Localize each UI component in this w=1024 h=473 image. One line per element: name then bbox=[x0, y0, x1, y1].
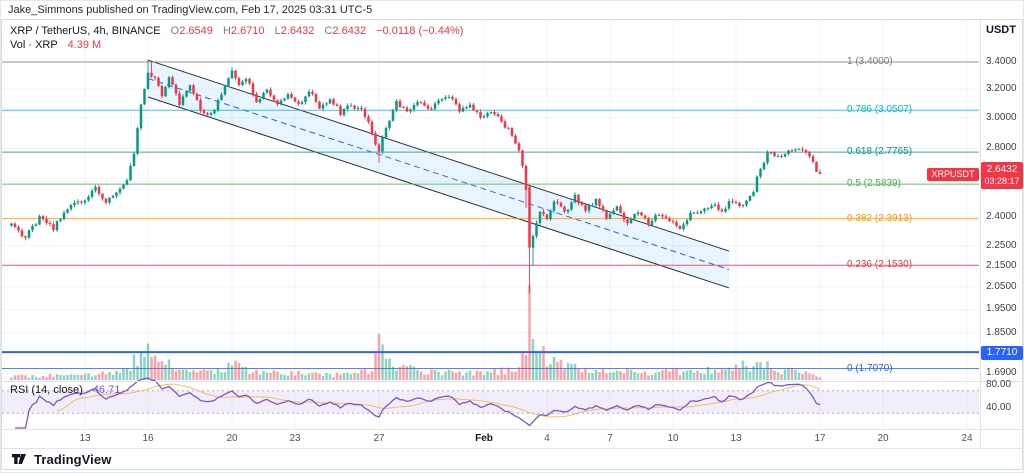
price-axis-label: 2.1500 bbox=[986, 259, 1017, 271]
candles-layer bbox=[10, 59, 822, 294]
ohlc-close-label: C bbox=[324, 25, 333, 37]
rsi-ma-line bbox=[56, 383, 821, 418]
fib-level-label: 0 (1.7070) bbox=[847, 362, 893, 374]
ohlc-close-value: 2.6432 bbox=[332, 25, 367, 37]
current-price-badge: 2.6432 03:28:17 bbox=[981, 162, 1023, 189]
ohlc-open-value: 2.6549 bbox=[179, 25, 213, 37]
time-axis-label: 16 bbox=[142, 433, 154, 444]
fib-level-label: 0.786 (3.0507) bbox=[847, 104, 913, 116]
fib-level-label: 0.236 (2.1530) bbox=[847, 259, 913, 271]
fib-retracement-lines bbox=[2, 61, 979, 370]
time-axis-label: 13 bbox=[79, 433, 91, 444]
price-axis-label: 3.0000 bbox=[986, 111, 1017, 123]
volume-layer bbox=[10, 285, 822, 380]
current-price-value: 2.6432 bbox=[986, 164, 1018, 175]
symbol-legend: XRP / TetherUS, 4h, BINANCE O2.6549 H2.6… bbox=[10, 24, 463, 52]
price-axis-label: 3.4000 bbox=[986, 56, 1017, 67]
time-axis-label: 20 bbox=[877, 433, 889, 444]
ohlc-low-value: 2.6432 bbox=[280, 25, 315, 37]
time-axis-label: 7 bbox=[607, 433, 613, 444]
symbol-title: XRP / TetherUS, 4h, BINANCE bbox=[10, 25, 161, 37]
price-axis-label: 1.9500 bbox=[986, 303, 1017, 315]
ohlc-row: XRP / TetherUS, 4h, BINANCE O2.6549 H2.6… bbox=[10, 24, 463, 38]
price-axis-label: 2.2500 bbox=[986, 239, 1017, 251]
price-axis-label: 1.8500 bbox=[986, 326, 1017, 338]
tradingview-brand-link[interactable]: TradingView bbox=[10, 450, 111, 468]
fib-level-label: 0.382 (2.3913) bbox=[847, 212, 913, 224]
time-axis-label: 4 bbox=[544, 433, 550, 444]
symbol-price-tag: XRPUSDT bbox=[927, 168, 979, 181]
time-axis-label: 23 bbox=[289, 433, 301, 444]
volume-label: Vol · XRP bbox=[10, 39, 58, 51]
change-value: −0.0118 (−0.44%) bbox=[376, 25, 464, 37]
rsi-pane bbox=[2, 377, 979, 429]
price-axis-label: 1.6900 bbox=[986, 367, 1017, 378]
ohlc-low-label: L bbox=[274, 25, 281, 37]
volume-row: Vol · XRP 4.39 M bbox=[10, 38, 463, 52]
fib-level-label: 0.5 (2.5839) bbox=[847, 178, 901, 190]
volume-value: 4.39 M bbox=[67, 39, 102, 51]
rsi-axis-label: 80.00 bbox=[986, 379, 1012, 391]
time-axis-label: 27 bbox=[373, 433, 385, 444]
rsi-legend: RSI (14, close) 46.71 bbox=[10, 384, 120, 396]
level-price-badge: 1.7710 bbox=[981, 346, 1023, 360]
price-axis-label: 2.8000 bbox=[986, 142, 1017, 154]
price-axis-label: 2.0500 bbox=[986, 281, 1017, 293]
ohlc-high-label: H bbox=[222, 25, 231, 37]
frame-layer bbox=[1, 19, 1023, 470]
fib-level-label: 1 (3.4000) bbox=[847, 56, 893, 67]
rsi-axis-label: 40.00 bbox=[986, 401, 1012, 413]
time-axis-label: 17 bbox=[814, 433, 826, 444]
rsi-line bbox=[15, 377, 821, 429]
ohlc-high-value: 2.6710 bbox=[230, 25, 265, 37]
time-axis-label: 10 bbox=[667, 433, 679, 444]
brand-wordmark: TradingView bbox=[34, 451, 112, 467]
grid-layer bbox=[2, 21, 979, 429]
rsi-legend-value: 46.71 bbox=[92, 384, 121, 396]
time-axis-label: Feb bbox=[475, 433, 493, 444]
time-axis-label: 24 bbox=[961, 433, 973, 444]
bar-countdown: 03:28:17 bbox=[984, 176, 1020, 186]
rsi-legend-label: RSI (14, close) bbox=[10, 384, 83, 396]
time-axis-label: 13 bbox=[730, 433, 742, 444]
price-axis-label: 2.4000 bbox=[986, 210, 1017, 222]
price-axis-label: 3.2000 bbox=[986, 82, 1017, 94]
publish-attribution: Jake_Simmons published on TradingView.co… bbox=[8, 4, 373, 16]
time-axis-label: 20 bbox=[226, 433, 238, 444]
quote-currency-label: USDT bbox=[986, 24, 1016, 36]
tradingview-logo-icon bbox=[12, 454, 26, 464]
ohlc-open-label: O bbox=[170, 25, 180, 37]
fib-level-label: 0.618 (2.7765) bbox=[847, 146, 913, 158]
